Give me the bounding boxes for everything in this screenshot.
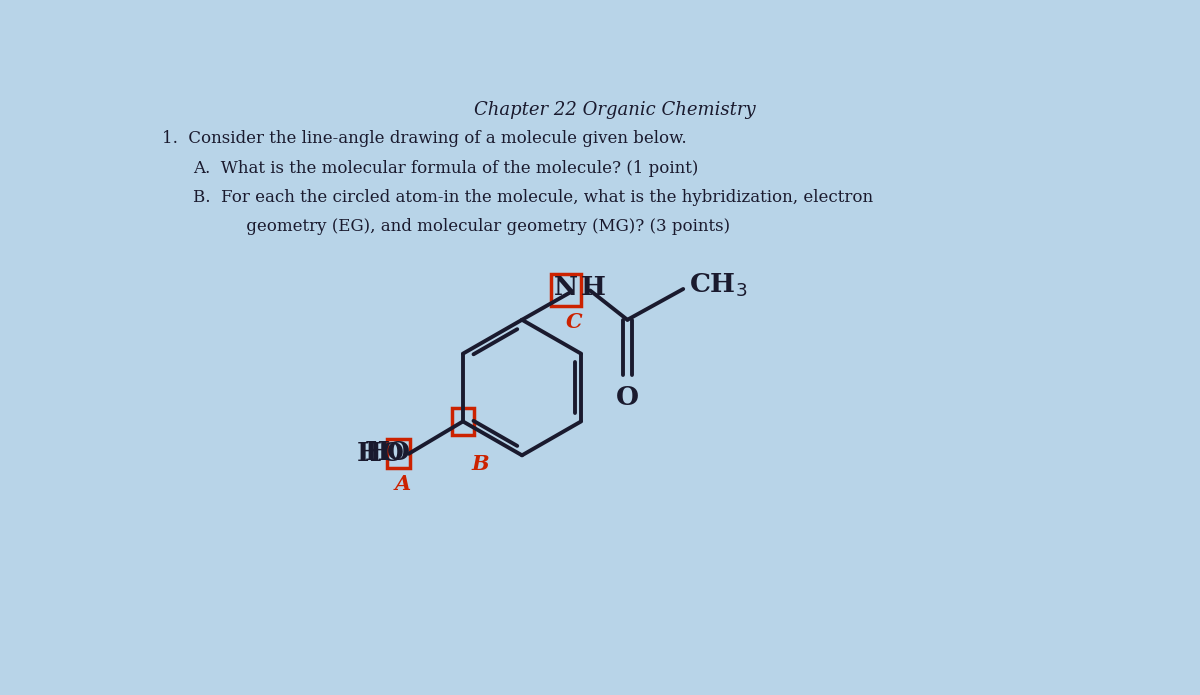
Text: H: H: [365, 440, 390, 465]
Text: A.  What is the molecular formula of the molecule? (1 point): A. What is the molecular formula of the …: [193, 161, 698, 177]
Text: HO: HO: [356, 441, 404, 466]
Text: N: N: [553, 275, 577, 300]
Text: A: A: [395, 474, 410, 493]
Text: B: B: [472, 454, 488, 474]
Text: O: O: [388, 440, 410, 465]
Text: C: C: [565, 312, 582, 332]
Bar: [552, 274, 581, 306]
Text: Chapter 22 Organic Chemistry: Chapter 22 Organic Chemistry: [474, 101, 756, 119]
Text: B.  For each the circled atom-in the molecule, what is the hybridization, electr: B. For each the circled atom-in the mole…: [193, 189, 872, 206]
Text: 1.  Consider the line-angle drawing of a molecule given below.: 1. Consider the line-angle drawing of a …: [162, 129, 686, 147]
Text: H: H: [581, 275, 606, 300]
Text: O: O: [616, 385, 638, 410]
Text: CH$_3$: CH$_3$: [689, 271, 748, 299]
Bar: [386, 439, 410, 468]
Bar: [452, 407, 474, 435]
Text: geometry (EG), and molecular geometry (MG)? (3 points): geometry (EG), and molecular geometry (M…: [220, 218, 730, 235]
